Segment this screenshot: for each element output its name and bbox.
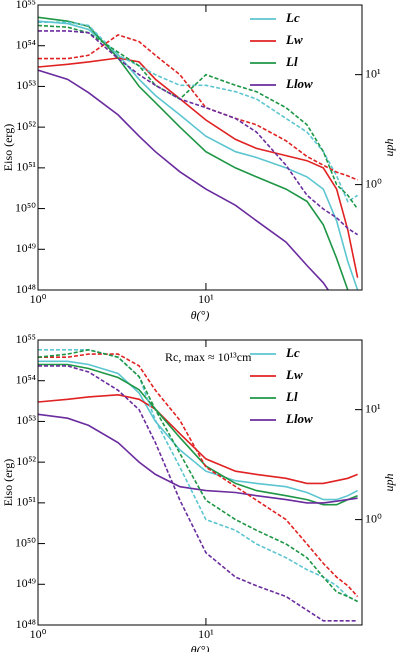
dashed-line — [38, 348, 358, 603]
dashed-line — [38, 349, 358, 603]
plot-frame — [37, 339, 363, 626]
line — [38, 360, 358, 501]
legend-label: Lw — [285, 32, 303, 47]
y-tick-label: 10⁵⁴ — [16, 37, 36, 51]
y-tick-label: 10⁴⁹ — [16, 241, 36, 255]
dashed-line — [38, 21, 359, 203]
legend-label: Llow — [285, 76, 313, 91]
line — [38, 393, 358, 485]
y2-axis-label: uph — [382, 139, 396, 157]
y-tick-label: 10⁵¹ — [16, 160, 36, 174]
y-tick-label: 10⁵² — [16, 119, 36, 133]
x-tick-label: 10⁰ — [30, 292, 47, 306]
y-tick-label: 10⁵⁵ — [16, 0, 36, 11]
y-tick-label: 10⁵⁰ — [15, 200, 36, 214]
y-tick-label: 10⁵³ — [16, 78, 36, 92]
x-tick-label: 10¹ — [198, 292, 214, 306]
line — [38, 69, 330, 290]
y-tick-label: 10⁵³ — [16, 413, 36, 427]
x-axis-label: θ(°) — [191, 308, 210, 322]
dashed-line — [38, 34, 358, 181]
plot-frame — [37, 4, 363, 291]
legend-label: Lw — [285, 367, 303, 382]
x-tick-label: 10⁰ — [30, 627, 47, 641]
y-tick-label: 10⁴⁸ — [16, 282, 36, 296]
line — [38, 363, 358, 506]
y2-axis-label: uph — [382, 474, 396, 492]
x-tick-label: 10¹ — [198, 627, 214, 641]
y-tick-label: 10⁴⁸ — [16, 617, 36, 631]
dashed-line — [38, 353, 359, 598]
y-tick-label: 10⁵⁴ — [16, 372, 36, 386]
y-tick-label: 10⁵¹ — [16, 495, 36, 509]
x-axis-label: θ(°) — [191, 643, 210, 652]
legend-label: Llow — [285, 411, 313, 426]
dashed-line — [38, 30, 359, 236]
y-tick-label: 10⁵² — [16, 454, 36, 468]
dashed-line — [38, 24, 359, 210]
y-tick-label: 10⁴⁹ — [16, 576, 36, 590]
line — [38, 57, 359, 278]
y2-tick-label: 10¹ — [365, 66, 381, 80]
y-tick-label: 10⁵⁵ — [16, 332, 36, 346]
y-axis-label: Eiso (erg) — [1, 124, 15, 171]
legend-label: Ll — [285, 54, 298, 69]
y2-tick-label: 10⁰ — [365, 176, 382, 190]
annotation: Rc, max ≈ 10¹³cm — [165, 350, 252, 364]
dashed-line — [38, 365, 358, 622]
legend-label: Lc — [285, 345, 300, 360]
legend-label: Ll — [285, 389, 298, 404]
legend-label: Lc — [285, 10, 300, 25]
y-tick-label: 10⁵⁰ — [15, 535, 36, 549]
y2-tick-label: 10¹ — [365, 401, 381, 415]
y2-tick-label: 10⁰ — [365, 511, 382, 525]
line — [38, 413, 358, 504]
y-axis-label: Eiso (erg) — [1, 459, 15, 506]
